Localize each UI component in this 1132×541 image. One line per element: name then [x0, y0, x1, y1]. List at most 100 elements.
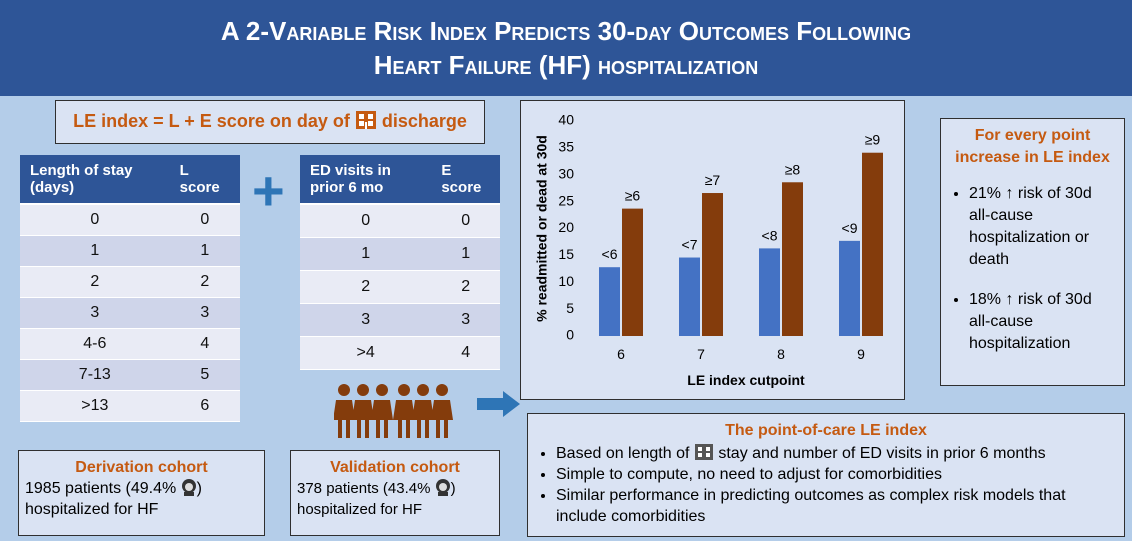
table-cell: 2: [20, 266, 170, 297]
poc-bullet: Simple to compute, no need to adjust for…: [556, 464, 1116, 485]
cohort-line: 378 patients (43.4% ): [297, 478, 493, 499]
table-cell: 1: [170, 235, 240, 266]
table-cell: >4: [300, 336, 431, 369]
validation-box: Validation cohort 378 patients (43.4% ) …: [290, 450, 500, 536]
bar-label: <8: [762, 227, 778, 243]
bar: [839, 241, 860, 336]
cohort-title: Validation cohort: [297, 457, 493, 478]
page: A 2-Variable Risk Index Predicts 30-day …: [0, 0, 1132, 541]
x-tick-label: 7: [697, 346, 705, 362]
title-line: Heart Failure (HF) hospitalization: [0, 48, 1132, 82]
bar-label: <7: [682, 237, 698, 253]
y-tick-label: 35: [558, 139, 574, 155]
cohort-text: 378 patients (43.4%: [297, 480, 430, 497]
cohort-line: 1985 patients (49.4% ): [25, 478, 258, 499]
x-tick-label: 6: [617, 346, 625, 362]
formula-box: LE index = L + E score on day of dischar…: [55, 100, 485, 144]
cohort-line: hospitalized for HF: [297, 499, 493, 520]
table-cell: 0: [20, 204, 170, 235]
bar-label: <9: [842, 220, 858, 236]
point-of-care-box: The point-of-care LE index Based on leng…: [527, 413, 1125, 537]
bar-label: <6: [602, 246, 618, 262]
y-tick-label: 30: [558, 165, 574, 181]
y-tick-label: 40: [558, 112, 574, 128]
summary-title: For every point increase in LE index: [949, 125, 1116, 169]
table-cell: 3: [300, 303, 431, 336]
poc-bullet: Based on length of stay and number of ED…: [556, 443, 1116, 464]
poc-title: The point-of-care LE index: [536, 420, 1116, 441]
hospital-icon: [355, 110, 377, 130]
table-cell: 4-6: [20, 328, 170, 359]
table-cell: 0: [431, 204, 500, 237]
bar: [862, 153, 883, 336]
column-header: ED visits in prior 6 mo: [300, 155, 431, 204]
x-axis-title: LE index cutpoint: [687, 372, 805, 388]
table-cell: 0: [170, 204, 240, 235]
table-cell: 0: [300, 204, 431, 237]
bar: [599, 267, 620, 336]
table-cell: 4: [431, 336, 500, 369]
female-icon: [181, 478, 197, 496]
table-cell: 4: [170, 328, 240, 359]
y-tick-label: 20: [558, 219, 574, 235]
table-cell: 1: [300, 237, 431, 270]
female-icon: [435, 478, 451, 496]
y-tick-label: 5: [566, 300, 574, 316]
formula-text: LE index = L + E score on day of: [73, 111, 350, 131]
poc-text: stay and number of ED visits in prior 6 …: [718, 445, 1045, 462]
table-cell: 2: [431, 270, 500, 303]
header-row: Length of stay (days)L score: [20, 155, 240, 204]
bar: [782, 182, 803, 336]
summary-bullet: 21% ↑ risk of 30d all-cause hospitalizat…: [969, 183, 1116, 271]
summary-box: For every point increase in LE index 21%…: [940, 118, 1125, 386]
table-cell: 2: [300, 270, 431, 303]
bar: [759, 248, 780, 336]
table-cell: 6: [170, 390, 240, 421]
cohort-title: Derivation cohort: [25, 457, 258, 478]
summary-bullet: 18% ↑ risk of 30d all-cause hospitalizat…: [969, 289, 1116, 355]
hospital-icon: [694, 443, 714, 461]
table-cell: 1: [20, 235, 170, 266]
arrow: [477, 391, 521, 417]
cohort-text: ): [451, 480, 456, 497]
column-header: Length of stay (days): [20, 155, 170, 204]
bar-label: ≥8: [785, 161, 801, 177]
table-cell: 3: [20, 297, 170, 328]
column-header: E score: [431, 155, 500, 204]
table-cell: >13: [20, 390, 170, 421]
table-cell: 1: [431, 237, 500, 270]
derivation-box: Derivation cohort 1985 patients (49.4% )…: [18, 450, 265, 536]
y-tick-label: 0: [566, 327, 574, 343]
table-cell: 3: [431, 303, 500, 336]
formula-text: discharge: [382, 111, 467, 131]
y-tick-label: 25: [558, 192, 574, 208]
people-icon: [334, 382, 454, 440]
x-tick-label: 8: [777, 346, 785, 362]
plus-sign: +: [252, 158, 285, 223]
x-tick-label: 9: [857, 346, 865, 362]
summary-list: 21% ↑ risk of 30d all-cause hospitalizat…: [949, 183, 1116, 355]
table-cell: 2: [170, 266, 240, 297]
table-cell: 5: [170, 359, 240, 390]
poc-text: Based on length of: [556, 445, 689, 462]
poc-bullet: Similar performance in predicting outcom…: [556, 485, 1116, 527]
table-cell: 3: [170, 297, 240, 328]
